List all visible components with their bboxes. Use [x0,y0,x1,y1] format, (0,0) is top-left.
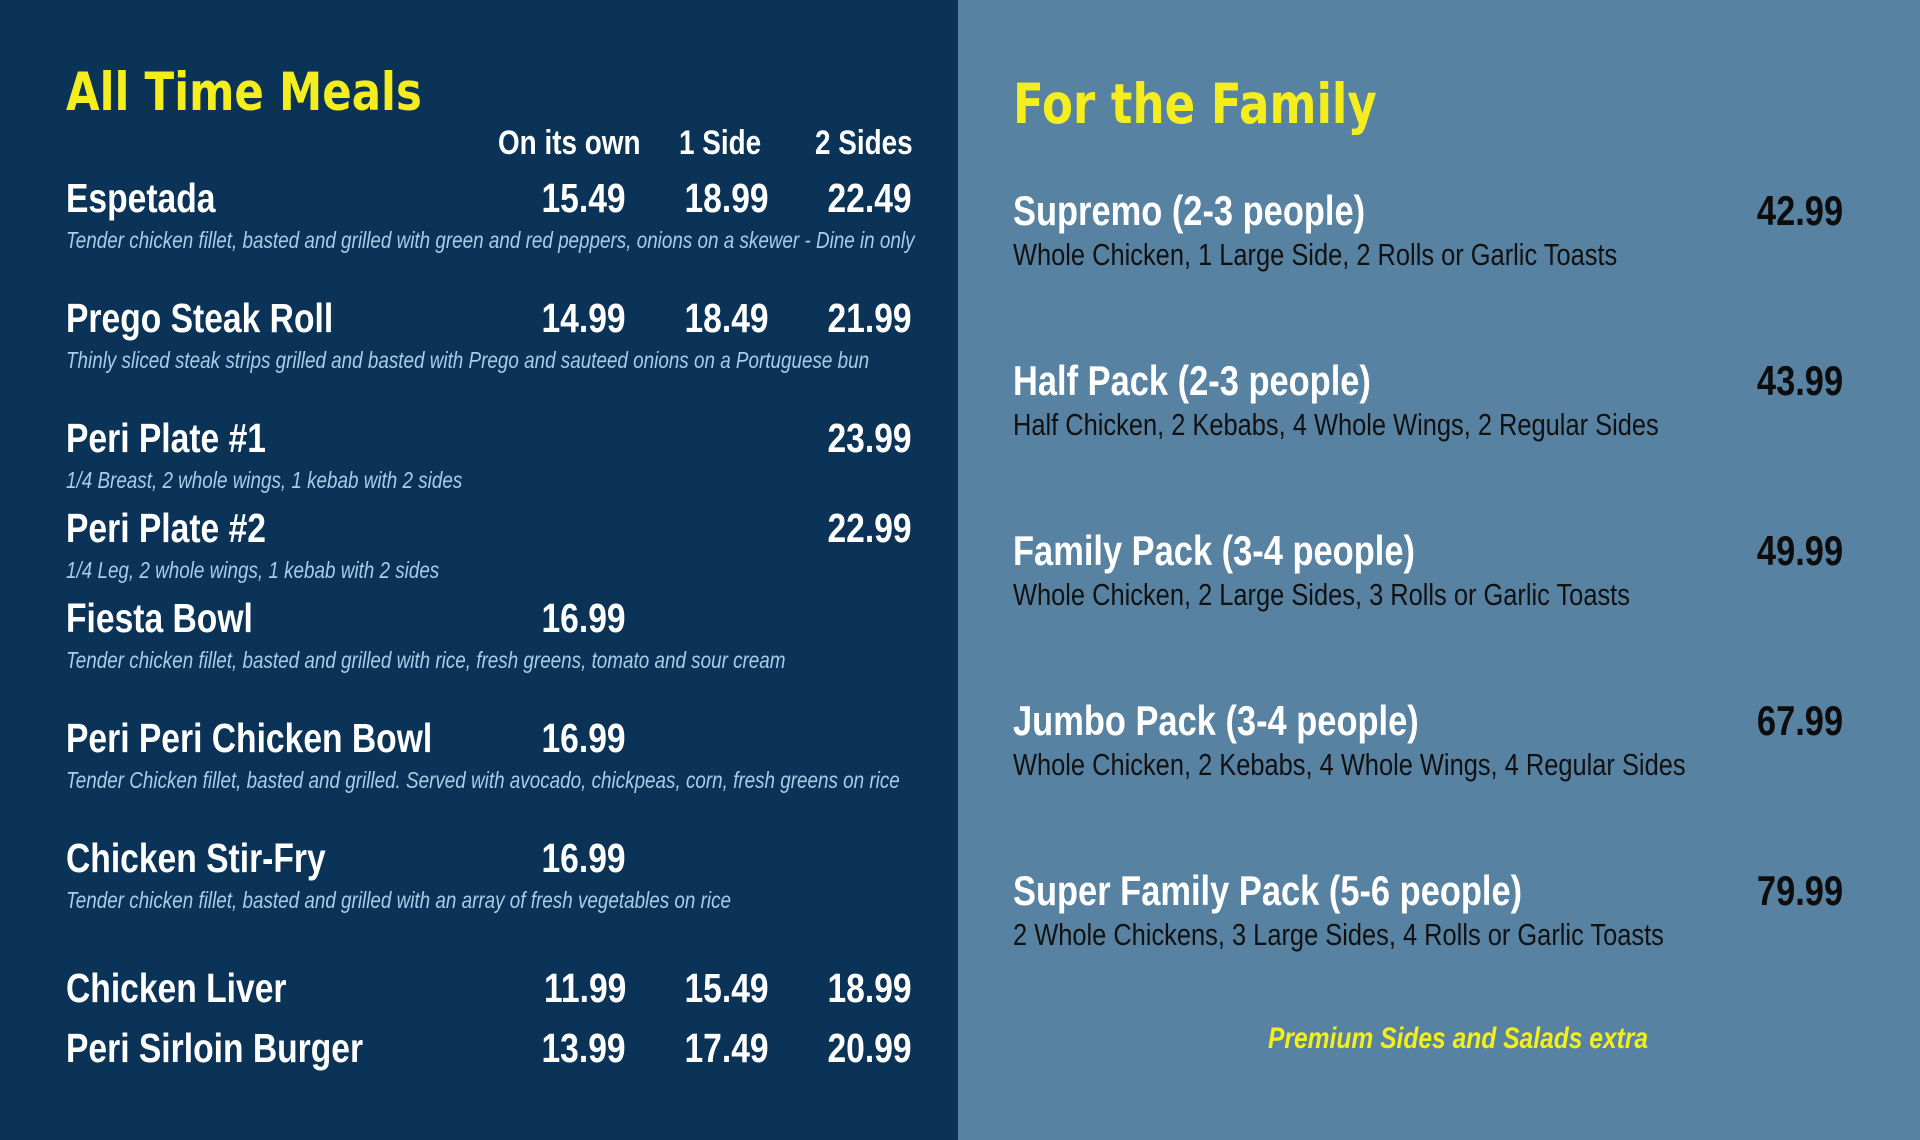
item-description: 2 Whole Chickens, 3 Large Sides, 4 Rolls… [1013,917,1664,952]
item-name: Fiesta Bowl [66,595,253,641]
price-on-its-own: 11.99 [543,965,626,1011]
item-description: Half Chicken, 2 Kebabs, 4 Whole Wings, 2… [1013,407,1659,442]
family-panel: For the Family Supremo (2-3 people) 42.9… [958,0,1920,1140]
item-price: 42.99 [1756,187,1843,234]
price-1-side: 15.49 [684,965,769,1011]
item-name: Peri Plate #1 [66,415,266,461]
item-name: Prego Steak Roll [66,295,334,341]
premium-sides-footnote: Premium Sides and Salads extra [1268,1022,1649,1055]
item-description: Whole Chicken, 2 Large Sides, 3 Rolls or… [1013,577,1630,612]
item-description: Tender chicken fillet, basted and grille… [66,227,915,253]
item-price: 49.99 [1756,527,1843,574]
price-2-sides: 22.99 [827,505,912,551]
item-name: Chicken Stir-Fry [66,835,326,881]
item-description: Tender chicken fillet, basted and grille… [66,887,732,913]
item-name: Peri Sirloin Burger [66,1025,364,1071]
item-name: Super Family Pack (5-6 people) [1013,867,1523,914]
item-name: Chicken Liver [66,965,287,1011]
price-on-its-own: 16.99 [541,715,626,761]
item-price: 79.99 [1756,867,1843,914]
price-on-its-own: 15.49 [541,175,626,221]
price-1-side: 18.99 [684,175,769,221]
column-header-on-its-own: On its own [498,124,641,162]
column-header-2-sides: 2 Sides [815,124,913,162]
price-2-sides: 23.99 [827,415,912,461]
item-price: 43.99 [1756,357,1843,404]
price-1-side: 17.49 [684,1025,769,1071]
price-2-sides: 18.99 [827,965,912,1011]
price-on-its-own: 16.99 [541,835,626,881]
item-description: Whole Chicken, 1 Large Side, 2 Rolls or … [1013,237,1618,272]
item-name: Jumbo Pack (3-4 people) [1013,697,1419,744]
item-name: Peri Peri Chicken Bowl [66,715,433,761]
price-2-sides: 22.49 [827,175,912,221]
all-time-meals-panel: All Time Meals On its own 1 Side 2 Sides… [0,0,958,1140]
item-description: Thinly sliced steak strips grilled and b… [66,347,870,373]
item-name: Supremo (2-3 people) [1013,187,1366,234]
item-description: Tender chicken fillet, basted and grille… [66,647,786,673]
item-description: 1/4 Leg, 2 whole wings, 1 kebab with 2 s… [66,557,440,583]
price-2-sides: 21.99 [827,295,912,341]
item-description: Whole Chicken, 2 Kebabs, 4 Whole Wings, … [1013,747,1686,782]
price-on-its-own: 16.99 [541,595,626,641]
for-the-family-title: For the Family [1013,72,1377,136]
item-price: 67.99 [1756,697,1843,744]
item-name: Family Pack (3-4 people) [1013,527,1415,574]
price-1-side: 18.49 [684,295,769,341]
column-header-1-side: 1 Side [679,124,762,162]
item-name: Peri Plate #2 [66,505,266,551]
item-name: Espetada [66,175,216,221]
price-on-its-own: 14.99 [541,295,626,341]
item-description: 1/4 Breast, 2 whole wings, 1 kebab with … [66,467,463,493]
item-name: Half Pack (2-3 people) [1013,357,1371,404]
all-time-meals-title: All Time Meals [66,62,422,123]
price-on-its-own: 13.99 [541,1025,626,1071]
item-description: Tender Chicken fillet, basted and grille… [66,767,900,793]
price-2-sides: 20.99 [827,1025,912,1071]
